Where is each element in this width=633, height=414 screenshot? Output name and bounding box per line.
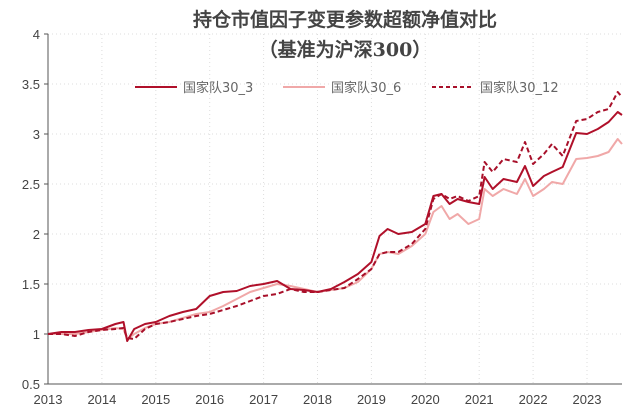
y-tick-label: 3 <box>33 127 40 142</box>
x-tick-label: 2016 <box>195 392 224 407</box>
x-tick-label: 2014 <box>87 392 116 407</box>
y-tick-label: 1 <box>33 327 40 342</box>
x-tick-label: 2018 <box>303 392 332 407</box>
legend-label: 国家队30_6 <box>331 80 401 96</box>
x-tick-label: 2015 <box>141 392 170 407</box>
legend-label: 国家队30_3 <box>183 80 253 96</box>
y-tick-label: 3.5 <box>22 77 40 92</box>
y-tick-label: 0.5 <box>22 377 40 392</box>
chart-title: 持仓市值因子变更参数超额净值对比 <box>193 8 497 31</box>
x-tick-label: 2017 <box>249 392 278 407</box>
x-tick-label: 2021 <box>465 392 494 407</box>
y-tick-label: 2.5 <box>22 177 40 192</box>
x-tick-label: 2019 <box>357 392 386 407</box>
series-line-30-12 <box>48 91 623 340</box>
y-tick-label: 2 <box>33 227 40 242</box>
chart-subtitle: （基准为沪深300） <box>259 38 432 61</box>
x-tick-label: 2022 <box>519 392 548 407</box>
x-tick-label: 2013 <box>34 392 63 407</box>
y-tick-label: 4 <box>33 27 40 42</box>
legend-label: 国家队30_12 <box>480 80 559 96</box>
y-tick-label: 1.5 <box>22 277 40 292</box>
x-tick-label: 2020 <box>411 392 440 407</box>
x-tick-label: 2023 <box>573 392 602 407</box>
series-line-30-6 <box>48 138 623 340</box>
series-line-30-3 <box>47 111 623 342</box>
